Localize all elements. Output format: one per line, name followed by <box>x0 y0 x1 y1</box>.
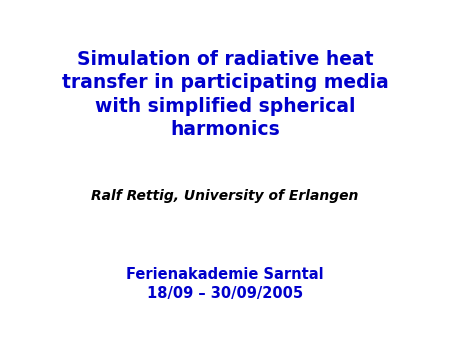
Text: Ferienakademie Sarntal
18/09 – 30/09/2005: Ferienakademie Sarntal 18/09 – 30/09/200… <box>126 267 324 301</box>
Text: Ralf Rettig, University of Erlangen: Ralf Rettig, University of Erlangen <box>91 189 359 203</box>
Text: Simulation of radiative heat
transfer in participating media
with simplified sph: Simulation of radiative heat transfer in… <box>62 50 388 139</box>
